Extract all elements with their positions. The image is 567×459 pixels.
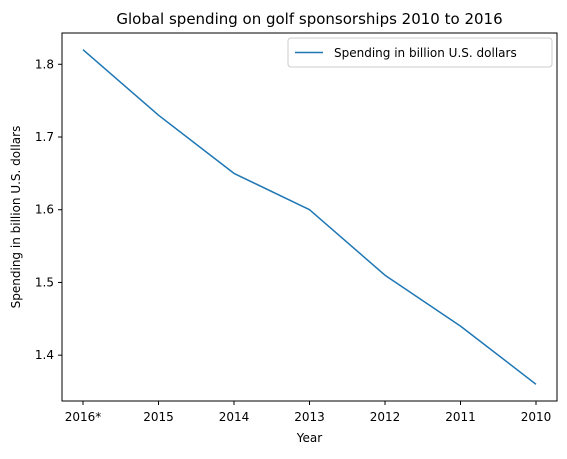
data-point [459, 324, 463, 328]
x-tick-label: 2010 [521, 410, 552, 424]
y-tick-label: 1.4 [35, 348, 54, 362]
data-point [157, 113, 161, 117]
legend: Spending in billion U.S. dollars [287, 37, 553, 68]
x-axis-label: Year [296, 431, 322, 445]
data-point [534, 382, 538, 386]
plot-frame [61, 32, 558, 402]
x-tick-label: 2015 [143, 410, 174, 424]
data-point [232, 171, 236, 175]
x-tick-label: 2011 [445, 410, 476, 424]
data-point [81, 48, 85, 52]
legend-label: Spending in billion U.S. dollars [334, 46, 517, 60]
y-tick-label: 1.7 [35, 130, 54, 144]
legend-box [287, 37, 553, 68]
data-point [383, 273, 387, 277]
series-layer [81, 48, 538, 386]
chart-title: Global spending on golf sponsorships 201… [116, 10, 502, 28]
y-tick-label: 1.8 [35, 57, 54, 71]
y-tick-label: 1.6 [35, 203, 54, 217]
x-tick-label: 2013 [294, 410, 325, 424]
x-tick-label: 2014 [219, 410, 250, 424]
x-tick-label: 2012 [370, 410, 401, 424]
data-point [308, 208, 312, 212]
axis-ticks: 2016* 2015 2014 2013 2012 2011 2010 1.4 1.5 1.6 1.… [35, 57, 551, 424]
series-line [82, 49, 537, 385]
x-tick-label: 2016* [65, 410, 102, 424]
y-tick-label: 1.5 [35, 275, 54, 289]
y-axis-label: Spending in billion U.S. dollars [9, 126, 23, 309]
